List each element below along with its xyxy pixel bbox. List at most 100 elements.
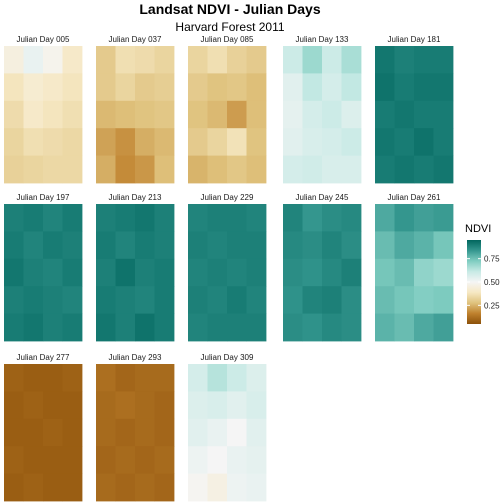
raster-cell [154, 473, 175, 502]
raster-cell [188, 73, 208, 102]
raster-cell [433, 204, 454, 232]
raster-cell [227, 231, 247, 260]
raster-cell [227, 46, 247, 74]
raster-cell [283, 155, 303, 184]
raster-cell [246, 446, 267, 474]
raster-cell [43, 73, 63, 102]
raster-cell [302, 128, 323, 156]
raster-cell [188, 231, 208, 260]
raster-cell [115, 155, 136, 184]
raster-cell [341, 100, 362, 129]
raster-cell [414, 231, 434, 260]
raster-cell [4, 231, 24, 260]
raster-cell [43, 364, 63, 392]
facet-strip-label: Julian Day 277 [17, 353, 70, 362]
raster-cell [302, 204, 323, 232]
raster-cell [23, 100, 44, 129]
facet-strip-label: Julian Day 293 [109, 353, 162, 362]
raster-cell [154, 418, 175, 447]
raster-cell [115, 313, 136, 342]
facet-strip-label: Julian Day 229 [201, 193, 254, 202]
raster-cell [154, 258, 175, 287]
raster-cell [135, 313, 155, 342]
raster-cell [135, 204, 155, 232]
raster-cell [62, 73, 83, 102]
raster-cell [433, 73, 454, 102]
raster-cell [341, 73, 362, 102]
raster-cell [207, 313, 228, 342]
raster-cell [207, 73, 228, 102]
raster-cell [43, 46, 63, 74]
raster-cell [433, 128, 454, 156]
raster-cell [188, 46, 208, 74]
raster-cell [23, 258, 44, 287]
raster-cell [135, 286, 155, 314]
raster-cell [246, 100, 267, 129]
facet-strip-label: Julian Day 309 [201, 353, 254, 362]
raster-cell [96, 155, 116, 184]
raster-cell [283, 286, 303, 314]
raster-cell [62, 391, 83, 420]
chart-subtitle: Harvard Forest 2011 [175, 20, 284, 34]
raster-cell [414, 128, 434, 156]
raster-cell [322, 204, 342, 232]
raster-cell [414, 258, 434, 287]
raster-cell [135, 418, 155, 447]
raster-cell [283, 100, 303, 129]
raster-cell [115, 391, 136, 420]
raster-cell [283, 258, 303, 287]
facet-strip-label: Julian Day 085 [201, 35, 254, 44]
raster-cell [62, 46, 83, 74]
raster-cell [23, 46, 44, 74]
raster-cell [375, 46, 395, 74]
legend-tick-label: 0.50 [484, 278, 500, 287]
facet-strip-label: Julian Day 037 [109, 35, 162, 44]
raster-cell [62, 231, 83, 260]
raster-cell [115, 418, 136, 447]
raster-cell [43, 418, 63, 447]
raster-cell [154, 286, 175, 314]
raster-cell [227, 286, 247, 314]
raster-cell [23, 128, 44, 156]
raster-cell [246, 204, 267, 232]
facet-panel: Julian Day 005 [4, 35, 83, 184]
raster-cell [4, 473, 24, 502]
raster-cell [227, 73, 247, 102]
raster-cell [43, 204, 63, 232]
raster-cell [96, 258, 116, 287]
raster-cell [188, 391, 208, 420]
raster-cell [23, 418, 44, 447]
raster-cell [322, 128, 342, 156]
raster-cell [394, 73, 415, 102]
facet-panel: Julian Day 085 [188, 35, 267, 184]
raster-cell [207, 128, 228, 156]
raster-cell [227, 391, 247, 420]
raster-cell [154, 155, 175, 184]
raster-cell [207, 418, 228, 447]
raster-cell [115, 46, 136, 74]
raster-cell [375, 100, 395, 129]
raster-cell [23, 313, 44, 342]
raster-cell [188, 446, 208, 474]
raster-cell [23, 204, 44, 232]
raster-cell [115, 286, 136, 314]
raster-cell [62, 258, 83, 287]
raster-cell [302, 313, 323, 342]
raster-cell [414, 100, 434, 129]
raster-cell [227, 364, 247, 392]
raster-cell [23, 391, 44, 420]
facet-panel: Julian Day 213 [96, 193, 175, 342]
raster-cell [62, 364, 83, 392]
raster-cell [207, 258, 228, 287]
raster-cell [414, 313, 434, 342]
facet-panel: Julian Day 245 [283, 193, 362, 342]
raster-cell [4, 391, 24, 420]
facet-panel: Julian Day 037 [96, 35, 175, 184]
raster-cell [62, 418, 83, 447]
raster-cell [188, 286, 208, 314]
raster-cell [43, 313, 63, 342]
raster-cell [135, 46, 155, 74]
raster-cell [43, 446, 63, 474]
raster-cell [302, 258, 323, 287]
